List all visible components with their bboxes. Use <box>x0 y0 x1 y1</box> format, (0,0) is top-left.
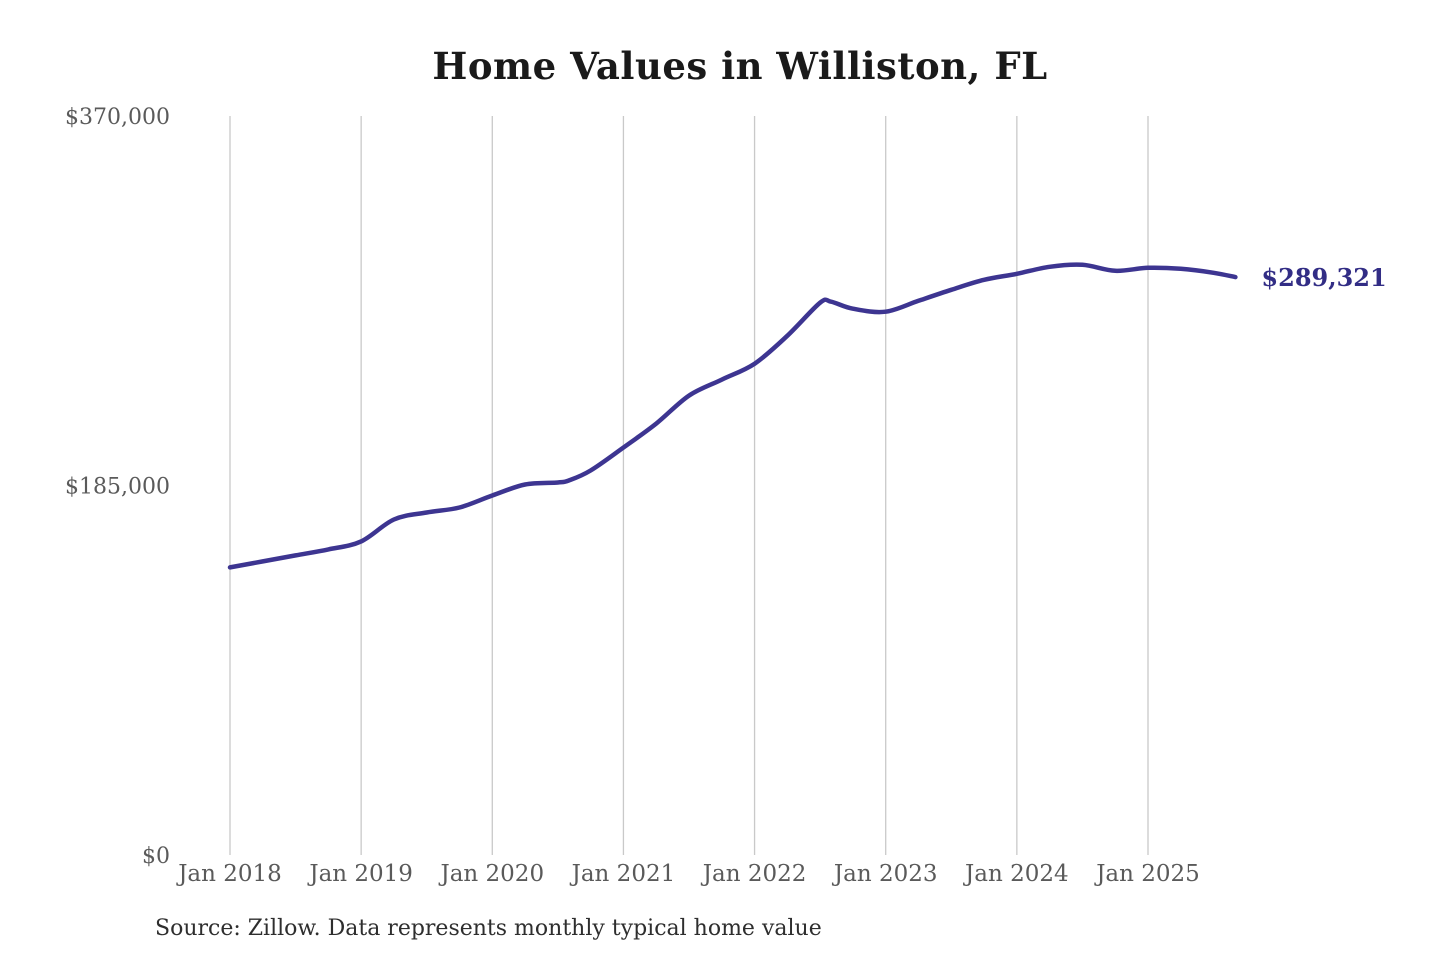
x-axis-tick-label: Jan 2023 <box>832 861 938 887</box>
y-axis-tick-label: $185,000 <box>65 475 170 500</box>
x-axis-tick-label: Jan 2018 <box>176 861 282 887</box>
y-axis-tick-label: $370,000 <box>65 105 170 130</box>
x-axis-tick-label: Jan 2022 <box>701 861 807 887</box>
chart-title: Home Values in Williston, FL <box>432 44 1048 88</box>
latest-value-label: $289,321 <box>1261 263 1386 292</box>
y-axis-tick-label: $0 <box>142 844 170 869</box>
x-axis-tick-label: Jan 2020 <box>438 861 544 887</box>
value-line <box>227 262 1238 570</box>
x-axis-tick-label: Jan 2025 <box>1094 861 1200 887</box>
x-axis-tick-label: Jan 2019 <box>307 861 413 887</box>
source-note: Source: Zillow. Data represents monthly … <box>155 916 822 941</box>
x-axis-tick-label: Jan 2021 <box>570 861 676 887</box>
x-axis-tick-label: Jan 2024 <box>963 861 1069 887</box>
